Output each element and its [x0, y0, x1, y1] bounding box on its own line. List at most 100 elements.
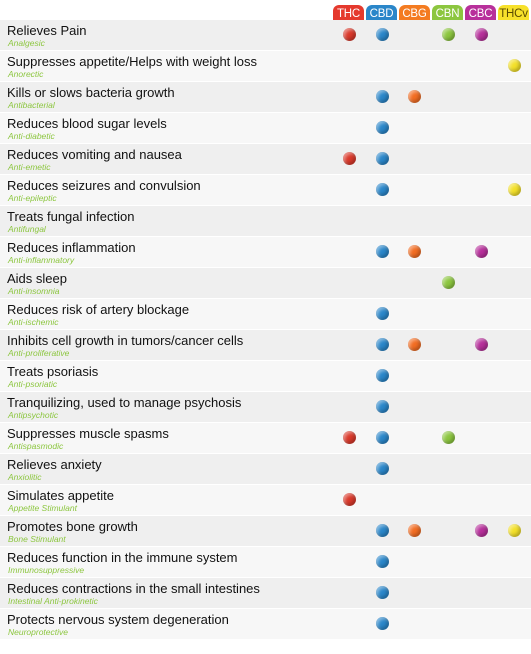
- table-row: Promotes bone growth Bone Stimulant: [0, 516, 531, 547]
- dot-cbd: [375, 183, 389, 196]
- scientific-term: Anti-emetic: [8, 162, 51, 172]
- header-label: CBC: [468, 8, 493, 20]
- header-cbn: CBN: [432, 5, 463, 23]
- header-label: THC: [336, 8, 361, 20]
- scientific-term: Appetite Stimulant: [8, 503, 77, 513]
- scientific-term: Immunosuppressive: [8, 565, 85, 575]
- table-row: Treats psoriasis Anti-psoriatic: [0, 361, 531, 392]
- dot-cbn: [441, 276, 455, 289]
- dot-cbd: [375, 90, 389, 103]
- table-row: Aids sleep Anti-insomnia: [0, 268, 531, 299]
- dot-cbd: [375, 462, 389, 475]
- dot-thc: [342, 431, 356, 444]
- scientific-term: Intestinal Anti-prokinetic: [8, 596, 98, 606]
- table-row: Suppresses appetite/Helps with weight lo…: [0, 51, 531, 82]
- effect-label: Inhibits cell growth in tumors/cancer ce…: [7, 333, 244, 348]
- scientific-term: Neuroprotective: [8, 627, 69, 637]
- table-row: Reduces inflammation Anti-inflammatory: [0, 237, 531, 268]
- scientific-term: Anti-epileptic: [8, 193, 57, 203]
- dot-cbc: [474, 245, 488, 258]
- effect-label: Suppresses muscle spasms: [7, 426, 169, 441]
- effect-label: Simulates appetite: [7, 488, 114, 503]
- effect-label: Reduces function in the immune system: [7, 550, 238, 565]
- effect-label: Reduces seizures and convulsion: [7, 178, 201, 193]
- dot-cbd: [375, 121, 389, 134]
- table-row: Tranquilizing, used to manage psychosis A…: [0, 392, 531, 423]
- scientific-term: Antibacterial: [8, 100, 55, 110]
- effect-label: Reduces contractions in the small intest…: [7, 581, 260, 596]
- scientific-term: Analgesic: [8, 38, 45, 48]
- dot-cbg: [407, 245, 421, 258]
- effect-label: Relieves Pain: [7, 23, 87, 38]
- dot-thcv: [507, 59, 521, 72]
- scientific-term: Anti-psoriatic: [8, 379, 58, 389]
- scientific-term: Antifungal: [8, 224, 46, 234]
- table-row: Reduces contractions in the small intest…: [0, 578, 531, 609]
- effect-label: Tranquilizing, used to manage psychosis: [7, 395, 242, 410]
- header-label: CBG: [402, 8, 427, 20]
- table-row: Reduces vomiting and nausea Anti-emetic: [0, 144, 531, 175]
- dot-cbc: [474, 338, 488, 351]
- dot-cbd: [375, 28, 389, 41]
- header-label: CBN: [435, 8, 460, 20]
- effect-label: Suppresses appetite/Helps with weight lo…: [7, 54, 258, 69]
- effect-label: Reduces inflammation: [7, 240, 136, 255]
- effect-label: Reduces blood sugar levels: [7, 116, 167, 131]
- table-row: Reduces function in the immune system Imm…: [0, 547, 531, 578]
- effects-table: Relieves Pain Analgesic Suppresses appetit…: [0, 20, 531, 640]
- effect-label: Protects nervous system degeneration: [7, 612, 229, 627]
- header-cbd: CBD: [366, 5, 397, 23]
- dot-thc: [342, 28, 356, 41]
- effect-label: Treats fungal infection: [7, 209, 135, 224]
- table-row: Relieves anxiety Anxiolitic: [0, 454, 531, 485]
- header-label: THCv: [499, 8, 528, 20]
- dot-cbg: [407, 338, 421, 351]
- dot-cbn: [441, 28, 455, 41]
- table-row: Simulates appetite Appetite Stimulant: [0, 485, 531, 516]
- dot-cbd: [375, 400, 389, 413]
- dot-cbd: [375, 431, 389, 444]
- table-row: Suppresses muscle spasms Antispasmodic: [0, 423, 531, 454]
- header-thcv: THCv: [498, 5, 529, 23]
- table-row: Relieves Pain Analgesic: [0, 20, 531, 51]
- effect-label: Reduces vomiting and nausea: [7, 147, 182, 162]
- scientific-term: Anti-ischemic: [8, 317, 59, 327]
- dot-cbg: [407, 524, 421, 537]
- table-row: Inhibits cell growth in tumors/cancer ce…: [0, 330, 531, 361]
- cannabinoid-header: THC CBD CBG CBN CBC THCv: [333, 5, 531, 23]
- table-row: Kills or slows bacteria growth Antibacter…: [0, 82, 531, 113]
- table-row: Reduces seizures and convulsion Anti-epil…: [0, 175, 531, 206]
- scientific-term: Anti-inflammatory: [8, 255, 75, 265]
- dot-cbg: [407, 90, 421, 103]
- scientific-term: Bone Stimulant: [8, 534, 66, 544]
- header-cbc: CBC: [465, 5, 496, 23]
- dot-cbn: [441, 431, 455, 444]
- dot-cbd: [375, 307, 389, 320]
- scientific-term: Antipsychotic: [8, 410, 59, 420]
- scientific-term: Anxiolitic: [8, 472, 42, 482]
- scientific-term: Antispasmodic: [8, 441, 64, 451]
- table-row: Reduces blood sugar levels Anti-diabetic: [0, 113, 531, 144]
- table-row: Treats fungal infection Antifungal: [0, 206, 531, 237]
- header-cbg: CBG: [399, 5, 430, 23]
- dot-thc: [342, 152, 356, 165]
- table-row: Protects nervous system degeneration Neur…: [0, 609, 531, 640]
- dot-cbc: [474, 524, 488, 537]
- scientific-term: Anorectic: [8, 69, 44, 79]
- dot-cbd: [375, 338, 389, 351]
- dot-cbd: [375, 524, 389, 537]
- dot-cbd: [375, 617, 389, 630]
- header-thc: THC: [333, 5, 364, 23]
- effect-label: Kills or slows bacteria growth: [7, 85, 175, 100]
- dot-cbc: [474, 28, 488, 41]
- scientific-term: Anti-diabetic: [8, 131, 55, 141]
- dot-cbd: [375, 555, 389, 568]
- dot-thcv: [507, 183, 521, 196]
- dot-cbd: [375, 586, 389, 599]
- scientific-term: Anti-insomnia: [8, 286, 60, 296]
- dot-thcv: [507, 524, 521, 537]
- effect-label: Reduces risk of artery blockage: [7, 302, 190, 317]
- effect-label: Relieves anxiety: [7, 457, 102, 472]
- dot-cbd: [375, 152, 389, 165]
- effect-label: Treats psoriasis: [7, 364, 99, 379]
